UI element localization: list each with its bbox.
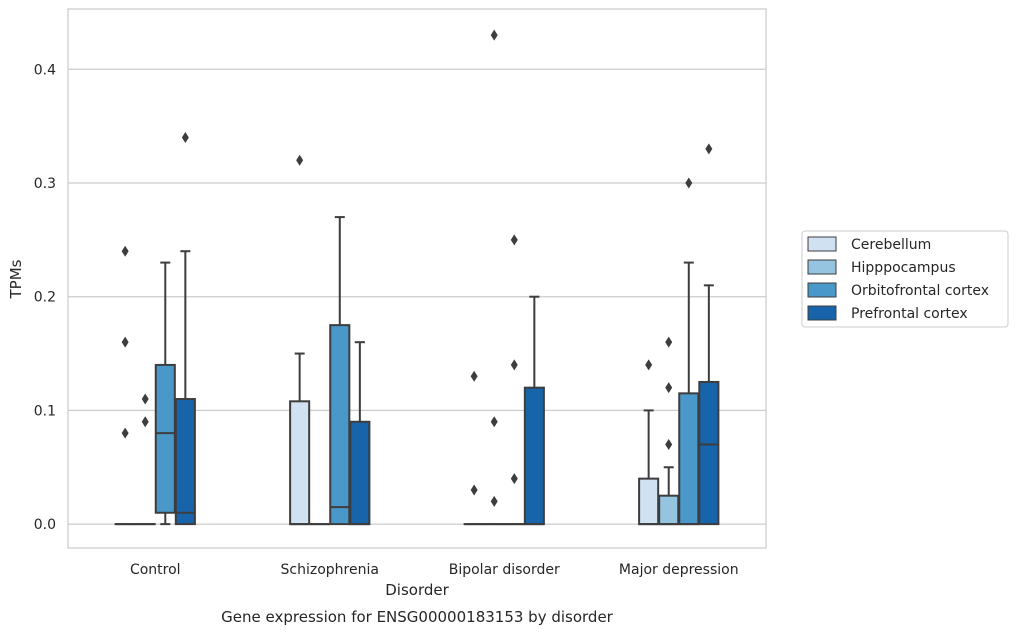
legend-swatch: [807, 305, 837, 321]
legend-entry: Orbitofrontal cortex: [851, 283, 989, 299]
x-tick-label: Major depression: [619, 562, 739, 578]
outlier-point: [665, 382, 673, 394]
box-prefrontal-cortex: [174, 398, 196, 526]
outlier-point: [645, 359, 653, 371]
y-tick-label: 0.3: [34, 176, 56, 192]
legend-entry: Prefrontal cortex: [851, 306, 968, 322]
y-tick-label: 0.4: [34, 62, 56, 78]
plot-frame: [67, 8, 767, 549]
outlier-point: [665, 439, 673, 451]
legend-swatch: [807, 282, 837, 298]
x-tick-label: Bipolar disorder: [449, 562, 560, 578]
outlier-point: [490, 495, 498, 507]
outlier-point: [141, 416, 149, 428]
box-cerebellum: [289, 400, 311, 526]
outlier-point: [705, 143, 713, 155]
outlier-point: [510, 473, 518, 485]
box-orbitofrontal-cortex: [678, 392, 700, 526]
box-prefrontal-cortex: [698, 380, 720, 526]
y-tick-label: 0.1: [34, 403, 56, 419]
box-series: [114, 216, 720, 526]
outlier-point: [510, 234, 518, 246]
x-tick-label: Schizophrenia: [281, 562, 379, 578]
box-prefrontal-cortex: [523, 386, 545, 526]
outlier-point: [121, 336, 129, 348]
outlier-point: [121, 245, 129, 257]
y-tick-label: 0.0: [34, 517, 56, 533]
box-cerebellum: [638, 477, 660, 526]
outlier-point: [470, 484, 478, 496]
y-axis: 0.0 0.1 0.2 0.3 0.4: [34, 62, 56, 533]
y-axis-label: TPMs: [7, 259, 25, 299]
outlier-point: [665, 336, 673, 348]
chart-caption: Gene expression for ENSG00000183153 by d…: [221, 608, 614, 626]
box-orbitofrontal-cortex: [329, 324, 351, 526]
outlier-point: [470, 370, 478, 382]
outlier-point: [296, 154, 304, 166]
outlier-point: [121, 427, 129, 439]
legend-swatch: [807, 259, 837, 275]
outlier-point: [141, 393, 149, 405]
legend-entry: Hipppocampus: [851, 260, 956, 276]
outlier-point: [510, 359, 518, 371]
outlier-point: [490, 416, 498, 428]
outlier-point: [490, 29, 498, 41]
x-tick-label: Control: [130, 562, 181, 578]
legend-frame: [801, 230, 1009, 328]
x-axis: Control Schizophrenia Bipolar disorder Majo…: [130, 562, 739, 578]
box-orbitofrontal-cortex: [154, 363, 176, 514]
box-prefrontal-cortex: [349, 420, 371, 526]
outlier-point: [181, 131, 189, 143]
outlier-points: [121, 29, 713, 507]
box-hipppocampus: [658, 494, 680, 526]
legend-swatch: [807, 236, 837, 252]
legend: Cerebellum Hipppocampus Orbitofrontal cort…: [801, 230, 1009, 328]
x-axis-label: Disorder: [385, 581, 449, 599]
outlier-point: [685, 177, 693, 189]
legend-entry: Cerebellum: [851, 237, 931, 253]
y-tick-label: 0.2: [34, 290, 56, 306]
